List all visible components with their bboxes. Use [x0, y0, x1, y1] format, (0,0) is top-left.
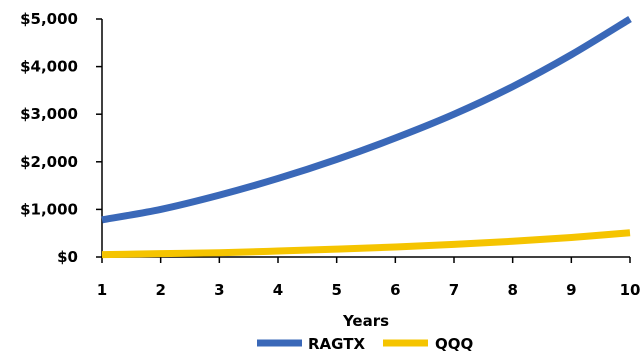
x-axis-ticks [101, 257, 631, 263]
legend-label-ragtx: RAGTX [308, 335, 365, 353]
y-tick-label: $1,000 [20, 200, 78, 218]
legend: RAGTX QQQ [257, 335, 473, 353]
x-tick-label: 8 [507, 281, 517, 299]
series-line-qqq [101, 229, 631, 259]
y-tick-label: $0 [57, 248, 78, 266]
y-tick-label: $3,000 [20, 105, 78, 123]
legend-label-qqq: QQQ [435, 335, 473, 353]
y-axis-ticks [96, 18, 102, 258]
y-tick-label: $5,000 [20, 10, 78, 28]
x-tick-label: 2 [155, 281, 165, 299]
x-axis-tick-labels: 1 2 3 4 5 6 7 8 9 10 [97, 281, 641, 299]
series-lines [101, 16, 632, 259]
x-tick-label: 6 [390, 281, 400, 299]
x-tick-label: 3 [214, 281, 224, 299]
x-tick-label: 5 [331, 281, 341, 299]
axes [101, 19, 630, 258]
x-tick-label: 9 [566, 281, 576, 299]
x-tick-label: 1 [97, 281, 107, 299]
series-line-ragtx [101, 16, 632, 224]
x-tick-label: 10 [620, 281, 641, 299]
y-axis-tick-labels: $0 $1,000 $2,000 $3,000 $4,000 $5,000 [20, 10, 78, 266]
y-tick-label: $2,000 [20, 153, 78, 171]
y-tick-label: $4,000 [20, 58, 78, 76]
x-tick-label: 4 [273, 281, 283, 299]
x-axis-title: Years [342, 312, 389, 330]
x-tick-label: 7 [449, 281, 459, 299]
